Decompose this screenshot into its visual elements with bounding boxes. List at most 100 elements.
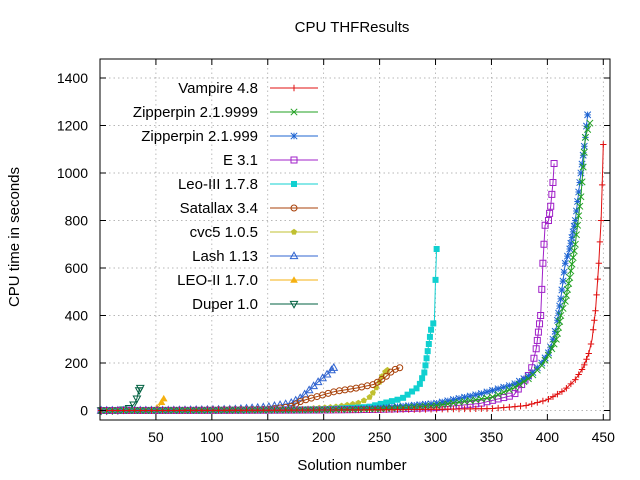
data-point	[586, 119, 594, 127]
data-point	[466, 405, 474, 413]
data-point	[377, 400, 384, 407]
data-point	[131, 407, 138, 414]
data-point	[360, 397, 367, 404]
chart-title: CPU THFResults	[295, 19, 410, 36]
data-point	[170, 407, 178, 414]
data-point	[533, 336, 541, 344]
data-point	[382, 372, 390, 380]
data-point	[288, 406, 295, 414]
data-point	[322, 369, 332, 378]
y-tick-label: 1000	[57, 165, 88, 181]
data-point	[579, 151, 587, 159]
data-point	[327, 406, 334, 414]
data-point	[472, 405, 479, 412]
data-point	[532, 345, 540, 353]
data-point	[563, 252, 572, 260]
data-point	[511, 380, 519, 388]
data-point	[438, 398, 446, 406]
data-point	[557, 311, 565, 320]
series-line	[101, 122, 591, 411]
legend-label: Duper 1.0	[192, 296, 258, 313]
data-point	[430, 320, 437, 327]
data-point	[550, 340, 558, 348]
legend-entry: Zipperpin 2.1.999	[141, 128, 318, 145]
legend-entry: Leo-III 1.7.8	[178, 176, 318, 193]
legend-entry: Lash 1.13	[192, 248, 318, 265]
data-point	[574, 221, 582, 229]
series-leo-iii-1-7-8	[98, 246, 440, 414]
data-point	[254, 407, 261, 414]
data-point	[413, 385, 420, 392]
data-point	[553, 316, 561, 324]
legend-label: Zipperpin 2.1.9999	[133, 104, 258, 121]
data-point	[411, 406, 418, 413]
data-point	[539, 397, 547, 405]
data-point	[549, 179, 557, 186]
data-point	[553, 329, 561, 337]
data-point	[400, 394, 407, 401]
data-point	[570, 247, 578, 255]
data-point	[391, 365, 399, 373]
data-point	[517, 402, 524, 410]
data-point	[594, 275, 601, 283]
data-point	[477, 395, 485, 403]
data-point	[422, 406, 429, 413]
legend-label: LEO-II 1.7.0	[177, 272, 258, 289]
data-point	[360, 406, 368, 414]
data-point	[591, 317, 598, 324]
data-point	[248, 407, 256, 414]
data-point	[545, 395, 552, 403]
legend-entry: Vampire 4.8	[178, 80, 318, 97]
data-point	[572, 231, 581, 239]
data-point	[425, 341, 432, 347]
data-point	[572, 376, 579, 383]
data-point	[461, 405, 468, 413]
x-tick-label: 350	[480, 429, 504, 445]
data-point	[114, 407, 122, 414]
data-point	[159, 394, 168, 402]
data-point	[198, 407, 205, 414]
data-point	[366, 406, 373, 414]
data-point	[580, 148, 588, 156]
data-point	[338, 406, 345, 414]
data-point	[427, 402, 435, 410]
legend-entry: Satallax 3.4	[180, 200, 318, 217]
data-point	[299, 406, 306, 414]
data-point	[547, 202, 555, 210]
data-point	[304, 406, 312, 414]
data-point	[369, 389, 376, 396]
data-point	[416, 401, 424, 409]
data-point	[575, 188, 583, 196]
legend-marker	[289, 251, 299, 260]
data-point	[349, 406, 356, 414]
data-point	[574, 197, 582, 206]
data-point	[505, 382, 513, 390]
data-point	[329, 362, 339, 371]
data-point	[562, 291, 570, 299]
data-point	[568, 260, 576, 268]
data-point	[538, 285, 546, 293]
data-point	[455, 405, 463, 413]
data-point	[426, 333, 433, 340]
grid-lines	[100, 59, 610, 420]
data-point	[404, 391, 411, 398]
data-point	[295, 393, 305, 402]
data-point	[232, 407, 239, 414]
data-point	[383, 399, 390, 406]
data-point	[439, 406, 446, 413]
data-point	[265, 407, 273, 414]
data-point	[515, 377, 523, 385]
data-point	[396, 364, 404, 372]
data-point	[500, 383, 508, 391]
x-tick-label: 200	[312, 429, 336, 445]
data-point	[478, 405, 485, 412]
data-point	[575, 212, 583, 220]
x-tick-label: 250	[368, 429, 392, 445]
data-point	[461, 397, 469, 405]
legend-marker	[291, 181, 297, 187]
data-point	[536, 320, 544, 328]
data-point	[494, 391, 502, 399]
data-point	[515, 380, 523, 388]
data-point	[568, 234, 576, 242]
